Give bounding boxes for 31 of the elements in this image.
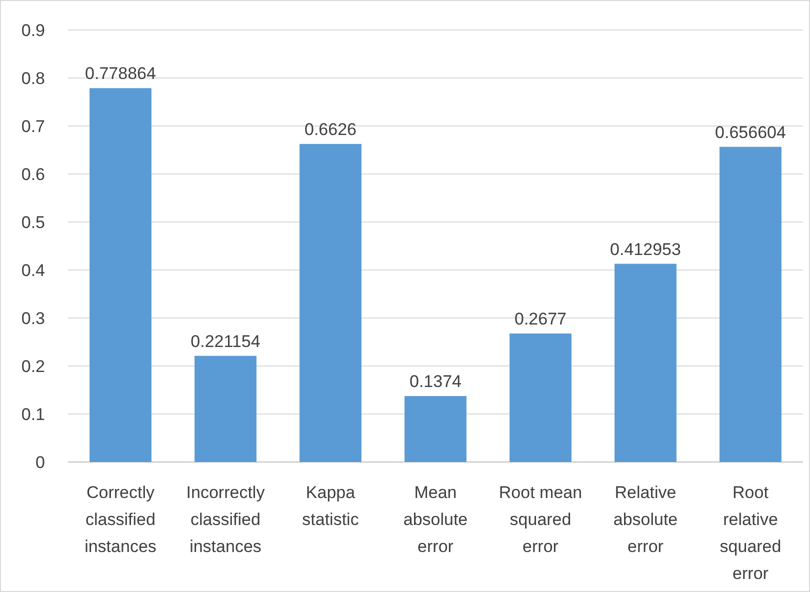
data-label: 0.2677 bbox=[514, 310, 566, 329]
y-tick-label: 0.3 bbox=[21, 309, 45, 328]
x-tick-label: Kappa statistic bbox=[302, 483, 360, 529]
bar bbox=[300, 144, 362, 462]
x-tick-label: Root relative squared error bbox=[720, 483, 782, 583]
bar bbox=[90, 88, 152, 462]
x-tick-label: Incorrectly classified instances bbox=[186, 483, 266, 556]
x-tick-label: Root mean squared error bbox=[498, 483, 582, 556]
y-tick-label: 0.5 bbox=[21, 213, 45, 232]
y-tick-label: 0.6 bbox=[21, 165, 45, 184]
data-label: 0.6626 bbox=[304, 120, 356, 139]
bar bbox=[404, 396, 466, 462]
y-tick-label: 0.2 bbox=[21, 357, 45, 376]
y-tick-label: 0.4 bbox=[21, 261, 45, 280]
y-tick-label: 0.7 bbox=[21, 117, 45, 136]
y-tick-label: 0.9 bbox=[21, 21, 45, 40]
bar bbox=[194, 356, 256, 462]
x-tick-label: Relative absolute error bbox=[613, 483, 678, 556]
bar bbox=[510, 334, 572, 462]
bar bbox=[614, 264, 676, 462]
data-label: 0.778864 bbox=[85, 64, 156, 84]
x-tick-label: Mean absolute error bbox=[403, 483, 468, 556]
data-label: 0.656604 bbox=[715, 122, 786, 142]
y-tick-label: 0.1 bbox=[21, 405, 45, 424]
y-tick-label: 0.8 bbox=[21, 69, 45, 88]
bar bbox=[720, 146, 782, 462]
data-label: 0.412953 bbox=[610, 240, 681, 259]
data-label: 0.221154 bbox=[190, 332, 260, 351]
data-label: 0.1374 bbox=[410, 372, 462, 392]
x-tick-label: Correctly classified instances bbox=[84, 483, 156, 556]
y-tick-label: 0 bbox=[36, 453, 45, 472]
